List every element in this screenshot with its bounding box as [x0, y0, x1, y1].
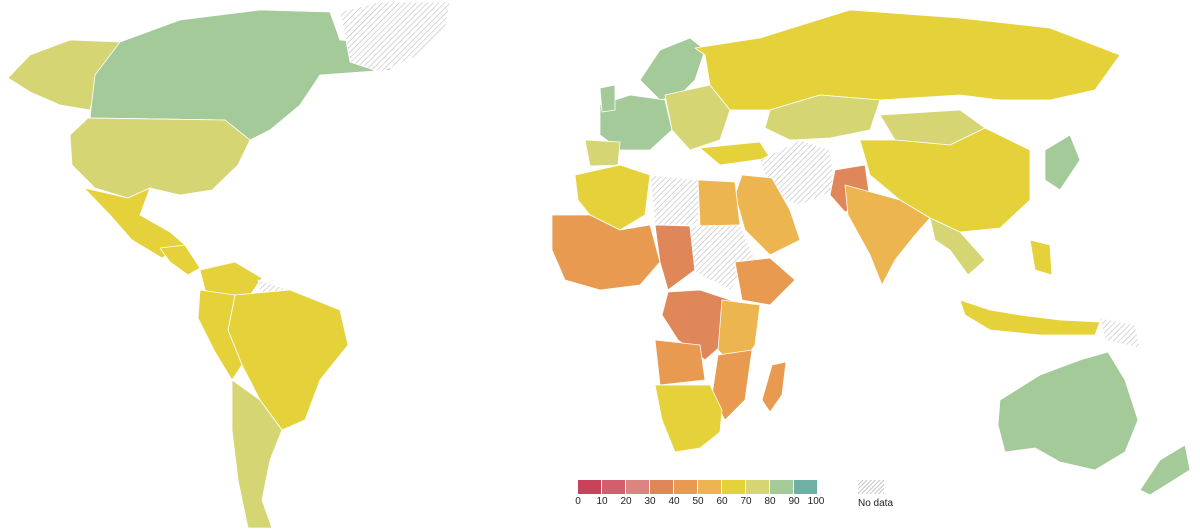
- legend-bar: [578, 480, 818, 494]
- country-scandinavia[interactable]: [639, 37, 706, 101]
- legend-swatch: [602, 480, 625, 494]
- country-australia[interactable]: [997, 351, 1139, 471]
- country-indonesia[interactable]: [959, 299, 1101, 336]
- color-scale-legend: 0 10 20 30 40 50 60 70 80 90 100: [575, 480, 824, 510]
- country-chad[interactable]: [654, 224, 696, 291]
- country-kazakhstan[interactable]: [764, 94, 881, 141]
- country-turkey[interactable]: [699, 141, 771, 166]
- country-se-asia[interactable]: [929, 217, 986, 276]
- legend-swatch: [578, 480, 601, 494]
- country-central-america[interactable]: [159, 244, 201, 276]
- country-philippines[interactable]: [1029, 239, 1053, 276]
- legend-tick-label: 70: [740, 496, 752, 507]
- legend-swatch: [770, 480, 793, 494]
- legend-tick-label: 20: [620, 496, 632, 507]
- country-madagascar[interactable]: [761, 361, 787, 413]
- no-data-swatch: [858, 480, 884, 494]
- country-horn-of-africa[interactable]: [734, 257, 796, 306]
- legend-tick-label: 80: [764, 496, 776, 507]
- legend-swatch: [722, 480, 745, 494]
- country-papua[interactable]: [1099, 317, 1141, 349]
- country-southern-africa[interactable]: [654, 384, 723, 453]
- legend-tick-label: 60: [716, 496, 728, 507]
- country-usa[interactable]: [69, 117, 251, 199]
- country-iberia[interactable]: [584, 139, 621, 167]
- legend-swatch: [746, 480, 769, 494]
- country-libya[interactable]: [649, 174, 701, 226]
- legend-swatch: [626, 480, 649, 494]
- legend-swatch: [650, 480, 673, 494]
- country-angola[interactable]: [654, 339, 706, 386]
- legend-tick-label: 10: [596, 496, 608, 507]
- no-data-legend: No data: [858, 480, 893, 509]
- country-mozambique[interactable]: [711, 349, 753, 421]
- legend-swatch: [674, 480, 697, 494]
- no-data-label: No data: [858, 498, 894, 509]
- country-uk[interactable]: [599, 84, 616, 113]
- legend-ticks: 0 10 20 30 40 50 60 70 80 90 100: [575, 494, 824, 510]
- country-west-africa[interactable]: [551, 214, 661, 291]
- country-greenland[interactable]: [339, 1, 451, 73]
- country-peru-bolivia[interactable]: [197, 289, 243, 381]
- legend-tick-label: 100: [807, 496, 825, 507]
- legend-tick-label: 50: [692, 496, 704, 507]
- country-western-europe[interactable]: [599, 94, 673, 151]
- country-morocco-algeria[interactable]: [574, 164, 651, 231]
- country-new-zealand[interactable]: [1139, 444, 1191, 496]
- legend-swatch: [698, 480, 721, 494]
- country-korea-japan[interactable]: [1044, 134, 1081, 191]
- legend-swatch: [794, 480, 817, 494]
- country-mexico[interactable]: [83, 187, 186, 259]
- legend-tick-label: 30: [644, 496, 656, 507]
- country-egypt[interactable]: [697, 179, 741, 227]
- country-china[interactable]: [859, 127, 1031, 233]
- country-russia[interactable]: [694, 9, 1121, 111]
- legend-tick-label: 90: [788, 496, 800, 507]
- country-india[interactable]: [844, 184, 931, 286]
- legend-tick-label: 0: [575, 496, 581, 507]
- country-argentina[interactable]: [231, 379, 283, 529]
- country-central-africa[interactable]: [661, 289, 731, 361]
- legend-tick-label: 40: [668, 496, 680, 507]
